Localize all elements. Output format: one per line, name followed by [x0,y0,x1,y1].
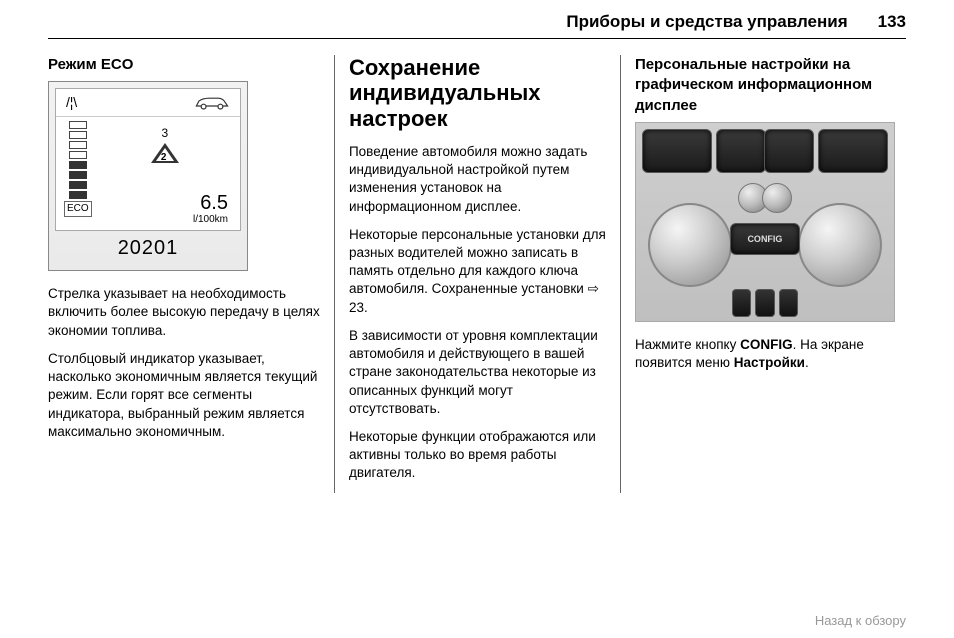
eco-bar-column: ECO [64,121,92,228]
console-bottom-btn [732,289,751,317]
car-icon [194,96,230,110]
console-bottom-row [732,289,798,317]
eco-bar-segment [69,141,87,149]
column-3: Персональные настройки на графическом ин… [620,55,906,493]
col1-p1: Стрелка указывает на необходи­мость вклю… [48,285,320,340]
col3-p1-e: . [805,355,809,370]
rotary-knob-left [648,203,732,287]
page-number: 133 [878,12,906,32]
content-columns: Режим ECO / ¦ \ ECO [48,55,906,493]
eco-top-icons: / ¦ \ [56,89,240,117]
small-knob-right [762,183,792,213]
eco-heading: Режим ECO [48,55,320,75]
consumption-unit: l/100km [193,213,228,227]
col2-p4: Некоторые функции отображаются или актив… [349,428,606,483]
personal-settings-heading: Персональные настройки на графическом ин… [635,55,906,116]
console-button-4 [818,129,888,173]
col3-p1-a: Нажмите кнопку [635,337,740,352]
col3-p1: Нажмите кнопку CONFIG. На эк­ране появит… [635,336,906,372]
col2-p3: В зависимости от уровня комплек­тации ав… [349,327,606,418]
upshift-icon: 2 [151,143,179,163]
eco-bar-segment [69,171,87,179]
console-bottom-btn [755,289,774,317]
odometer-value: 20201 [55,231,241,264]
eco-bar-segment [69,191,87,199]
console-button-1 [642,129,712,173]
console-bottom-btn [779,289,798,317]
eco-screen: / ¦ \ ECO 3 [55,88,241,231]
eco-display-figure: / ¦ \ ECO 3 [48,81,248,271]
save-settings-heading: Сохранение индивидуальных настроек [349,55,606,131]
col1-p2: Столбцовый индикатор указывает, наскольк… [48,350,320,441]
config-word: CONFIG [740,337,793,352]
gear-current: 2 [161,151,167,165]
back-to-overview-link[interactable]: Назад к обзору [815,613,906,628]
eco-bar-stack [69,121,87,199]
eco-badge: ECO [64,201,92,217]
page-header: Приборы и средства управления 133 [48,12,906,39]
eco-bar-segment [69,161,87,169]
config-button: CONFIG [730,223,800,255]
console-button-3 [764,129,814,173]
col2-p2-text: Некоторые персональные уста­новки для ра… [349,227,606,297]
lane-icon: / ¦ \ [66,93,75,112]
eco-bar-segment [69,151,87,159]
rotary-knob-right [798,203,882,287]
eco-bar-segment [69,181,87,189]
col2-p1: Поведение автомобиля можно за­дать индив… [349,143,606,216]
console-photo: CONFIG [635,122,895,322]
column-2: Сохранение индивидуальных настроек Повед… [334,55,620,493]
console-button-2 [716,129,766,173]
eco-bar-segment [69,131,87,139]
gear-indicator: 3 2 [151,125,179,163]
gear-target: 3 [151,125,179,141]
section-title: Приборы и средства управления [566,12,847,32]
column-1: Режим ECO / ¦ \ ECO [48,55,334,493]
col2-p2: Некоторые персональные уста­новки для ра… [349,226,606,317]
eco-right-area: 3 2 6.5 l/100km [98,121,232,228]
consumption-value: 6.5 [193,193,228,213]
settings-word: Настройки [734,355,805,370]
fuel-consumption: 6.5 l/100km [193,193,232,229]
eco-bar-segment [69,121,87,129]
